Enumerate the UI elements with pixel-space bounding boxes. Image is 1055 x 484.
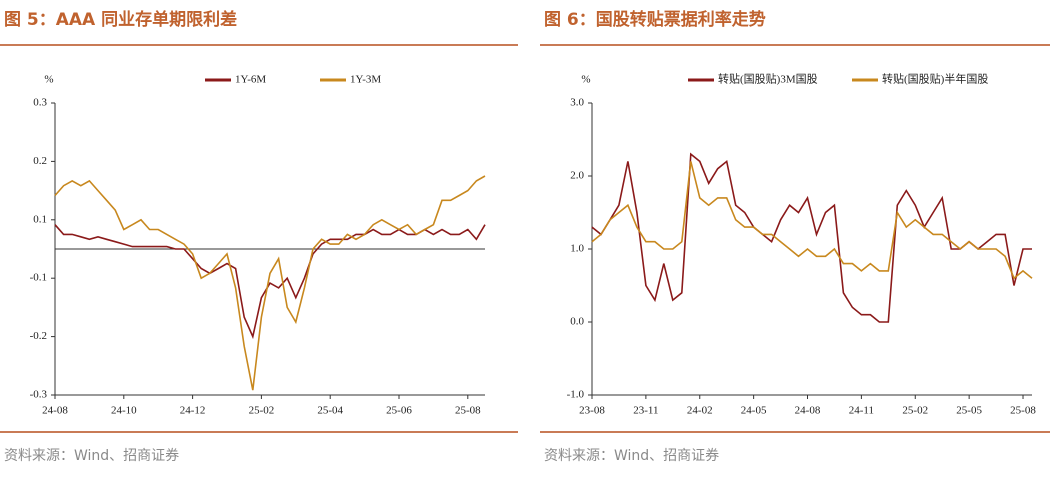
x-tick-label: 24-11 — [849, 405, 874, 417]
y-tick-label: 1.0 — [570, 243, 584, 255]
x-tick-label: 24-12 — [180, 405, 206, 417]
x-tick-label: 25-02 — [902, 405, 928, 417]
x-tick-label: 24-02 — [687, 405, 713, 417]
y-unit: % — [44, 74, 53, 86]
x-tick-label: 25-08 — [1010, 405, 1036, 417]
y-tick-label: 0.3 — [33, 97, 47, 109]
source: 资料来源：Wind、招商证券 — [544, 448, 719, 464]
x-tick-label: 23-08 — [579, 405, 605, 417]
x-tick-label: 25-02 — [249, 405, 275, 417]
x-tick-label: 25-08 — [455, 405, 481, 417]
x-tick-label: 24-08 — [795, 405, 821, 417]
y-tick-label: 0.0 — [570, 316, 584, 328]
y-tick-label: -0.2 — [30, 330, 47, 342]
x-tick-label: 25-04 — [317, 405, 343, 417]
y-tick-label: 0.1 — [33, 213, 47, 225]
y-tick-label: 0.2 — [33, 155, 47, 167]
y-tick-label: -0.3 — [30, 389, 48, 401]
legend-label: 1Y-3M — [350, 74, 381, 86]
y-tick-label: 2.0 — [570, 170, 584, 182]
legend-label: 1Y-6M — [235, 74, 266, 86]
y-tick-label: 3.0 — [570, 97, 584, 109]
figure-title: 图 6：国股转贴票据利率走势 — [544, 9, 766, 30]
y-unit: % — [581, 74, 590, 86]
series-line — [54, 175, 486, 391]
series-line — [591, 152, 1032, 323]
x-tick-label: 24-05 — [741, 405, 767, 417]
y-tick-label: -0.1 — [30, 272, 47, 284]
legend-label: 转贴(国股贴)3M国股 — [718, 72, 818, 86]
x-tick-label: 24-08 — [42, 405, 68, 417]
legend-label: 转贴(国股贴)半年国股 — [882, 72, 988, 86]
x-tick-label: 23-11 — [633, 405, 658, 417]
x-tick-label: 24-10 — [111, 405, 137, 417]
figure-title: 图 5：AAA 同业存单期限利差 — [4, 9, 237, 30]
x-tick-label: 25-05 — [956, 405, 982, 417]
x-tick-label: 25-06 — [386, 405, 412, 417]
series-line — [54, 224, 486, 340]
source: 资料来源：Wind、招商证券 — [4, 448, 179, 464]
series-line — [591, 161, 1033, 280]
y-tick-label: -1.0 — [567, 389, 585, 401]
